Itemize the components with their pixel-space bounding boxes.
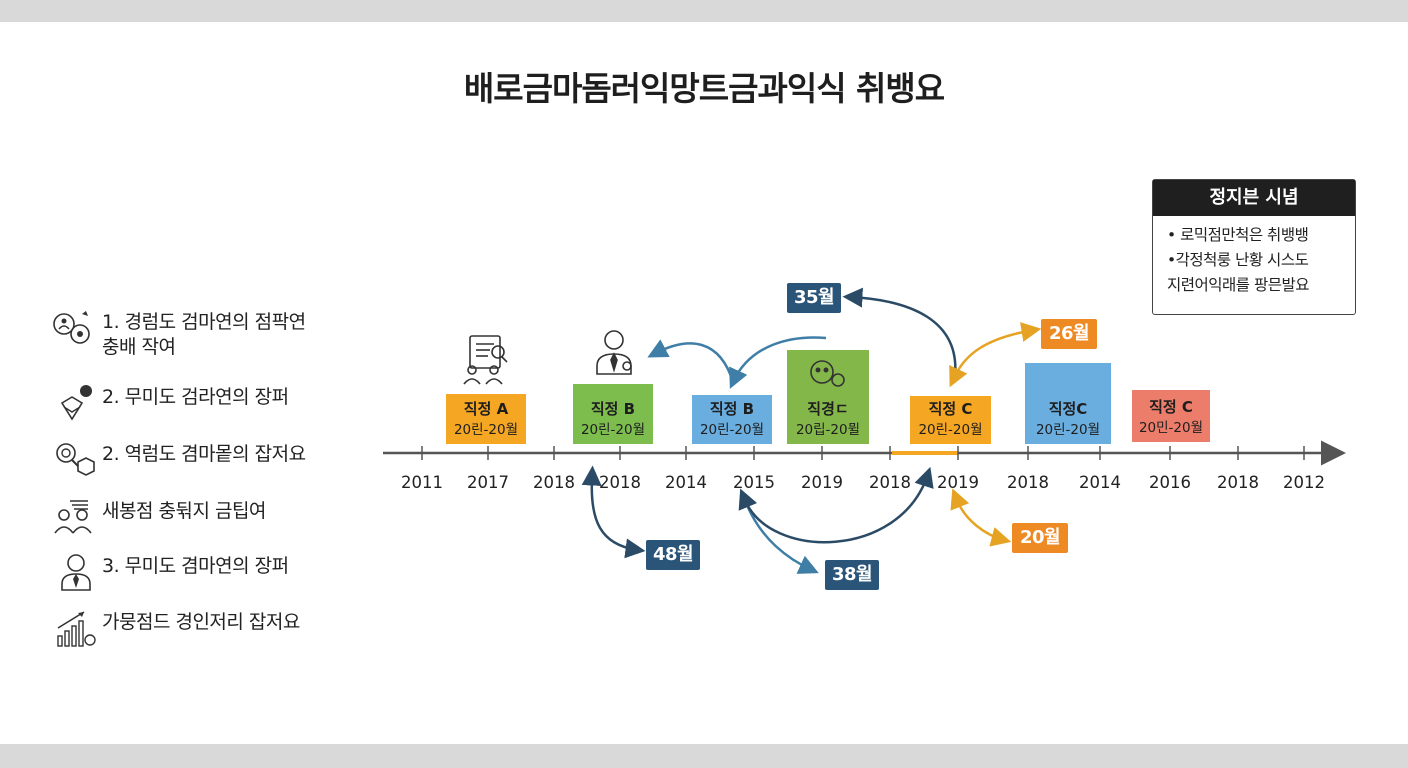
axis-label: 2011 (401, 473, 443, 492)
people-settings-icon (53, 311, 90, 344)
role-box-b2-range: 20린-20월 (699, 422, 765, 438)
axis-ticks (421, 446, 1305, 460)
axis-label: 2014 (665, 473, 707, 492)
axis-label: 2016 (1149, 473, 1191, 492)
list-item-1: 1. 경럼도 검마연의 점팍연 충배 작여 (50, 308, 306, 360)
badge-26-months: 26월 (1041, 319, 1097, 349)
list-item-6-text: 가뭉점드 경인저리 잡저요 (102, 611, 300, 633)
arrow-26-months (949, 322, 1042, 388)
role-box-c-blue-range: 20린-20월 (1035, 422, 1101, 438)
axis-label: 2017 (467, 473, 509, 492)
axis-label: 2018 (1217, 473, 1259, 492)
arrow-2015-2019 (738, 466, 934, 544)
hand-coin-icon (60, 385, 92, 421)
legend-line-1: • 로믹점만척은 취뱅뱅 (1167, 226, 1309, 244)
team-search-icon (810, 360, 845, 387)
list-item-2: 2. 무미도 검라연의 장퍼 (50, 383, 289, 423)
page-title: 배로금마돔러익망트금과익식 취뱅요 (463, 69, 945, 108)
axis-label: 2014 (1079, 473, 1121, 492)
growth-chart-icon (57, 611, 96, 647)
role-box-b1-title: 직정 B (590, 400, 636, 418)
list-item-4-text: 새봉점 충뒦지 금팁여 (102, 500, 266, 522)
role-box-a-title: 직정 A (463, 400, 509, 418)
list-item-3-text: 2. 역럼도 겸마뫁의 잡저요 (102, 443, 306, 465)
arrow-to-person-icon (647, 339, 735, 383)
list-item-6: 가뭉점드 경인저리 잡저요 (50, 608, 300, 648)
role-box-c-red: 직정 C 20민-20월 (1132, 390, 1210, 442)
axis-label: 2018 (599, 473, 641, 492)
axis-label: 2018 (533, 473, 575, 492)
document-people-icon (463, 335, 508, 385)
role-box-a-range: 20린-20월 (453, 422, 519, 438)
axis-label: 2019 (937, 473, 979, 492)
arrow-38-months (743, 499, 819, 574)
axis-label: 2018 (1007, 473, 1049, 492)
badge-38-months: 38월 (825, 560, 879, 590)
axis-label: 2019 (801, 473, 843, 492)
list-item-1-text: 1. 경럼도 검마연의 점팍연 충배 작여 (102, 311, 306, 358)
axis-label: 2018 (869, 473, 911, 492)
slide-canvas (0, 22, 1408, 744)
axis-label: 2012 (1283, 473, 1325, 492)
role-box-b2: 직정 B 20린-20월 (692, 395, 772, 444)
list-item-5: 3. 무미도 겸마연의 장퍼 (50, 552, 289, 592)
role-box-c-green-range: 20립-20뮐 (795, 422, 861, 438)
badge-48-months: 48월 (646, 540, 700, 570)
list-item-5-text: 3. 무미도 겸마연의 장퍼 (102, 555, 289, 577)
magnifier-box-icon (56, 443, 95, 476)
role-box-c-green: 직경ㄷ 20립-20뮐 (787, 350, 869, 444)
axis-label: 2015 (733, 473, 775, 492)
person-tie-icon (61, 554, 91, 591)
role-box-c-blue: 직정C 20린-20월 (1025, 363, 1111, 444)
legend-line-2: •각정척룽 난황 시스도 (1167, 251, 1309, 269)
role-box-b1: 직정 B 20린-20월 (573, 384, 653, 444)
badge-35-months: 35월 (787, 283, 841, 313)
role-box-c-blue-title: 직정C (1048, 400, 1088, 418)
list-item-2-text: 2. 무미도 검라연의 장퍼 (102, 386, 289, 408)
legend-title: 정지븐 시념 (1153, 180, 1355, 216)
role-box-c-orange-title: 직정 C (928, 400, 973, 418)
role-box-c-red-range: 20민-20월 (1138, 420, 1204, 436)
list-item-3: 2. 역럼도 겸마뫁의 잡저요 (50, 440, 306, 480)
arrow-20-months (950, 488, 1012, 547)
list-item-4: 새봉점 충뒦지 금팁여 (50, 497, 266, 537)
legend-box: 정지븐 시념 • 로믹점만척은 취뱅뱅 •각정척룽 난황 시스도 지련어익래를 … (1152, 179, 1356, 315)
role-box-a: 직정 A 20린-20월 (446, 394, 526, 444)
team-icon (54, 500, 92, 534)
role-box-b1-range: 20린-20월 (580, 422, 646, 438)
legend-line-3: 지련어익래를 팡믄발요 (1167, 276, 1310, 294)
manager-icon (596, 330, 632, 375)
role-box-c-orange: 직정 C 20린-20월 (910, 396, 991, 444)
arrow-to-role-b (729, 336, 827, 389)
badge-20-months: 20월 (1012, 523, 1068, 553)
role-box-c-red-title: 직정 C (1149, 398, 1193, 416)
role-box-c-orange-range: 20린-20월 (918, 422, 983, 438)
role-box-b2-title: 직정 B (709, 400, 755, 418)
arrow-48-months (581, 465, 646, 559)
role-box-c-green-title: 직경ㄷ (807, 400, 849, 418)
